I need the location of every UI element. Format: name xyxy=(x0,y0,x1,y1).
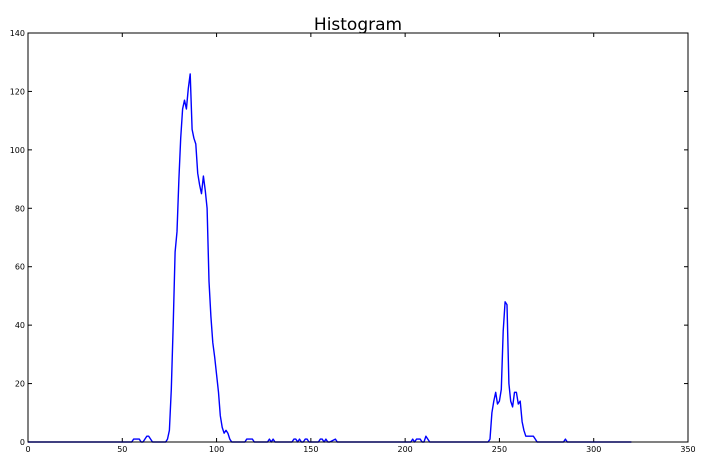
x-tick-label: 100 xyxy=(209,445,224,454)
axis-ticks: 0 50 100 150 200 250 300 350 0 20 40 60 80 100 120 140 xyxy=(10,29,696,454)
y-tick-label: 0 xyxy=(20,438,25,447)
x-tick-label: 200 xyxy=(398,445,413,454)
x-tick-label: 300 xyxy=(586,445,601,454)
y-tick-label: 120 xyxy=(10,87,25,96)
x-tick-label: 0 xyxy=(25,445,30,454)
x-tick-label: 50 xyxy=(117,445,127,454)
x-tick-label: 150 xyxy=(303,445,318,454)
y-tick-label: 60 xyxy=(15,263,25,272)
series-line xyxy=(28,73,632,443)
y-tick-label: 20 xyxy=(15,380,25,389)
x-tick-label: 250 xyxy=(492,445,507,454)
y-tick-label: 40 xyxy=(15,321,25,330)
y-tick-label: 80 xyxy=(15,204,25,213)
y-tick-label: 140 xyxy=(10,29,25,38)
x-tick-label: 350 xyxy=(680,445,695,454)
plot-area xyxy=(27,32,689,443)
y-tick-label: 100 xyxy=(10,146,25,155)
chart-title: Histogram xyxy=(314,15,402,35)
